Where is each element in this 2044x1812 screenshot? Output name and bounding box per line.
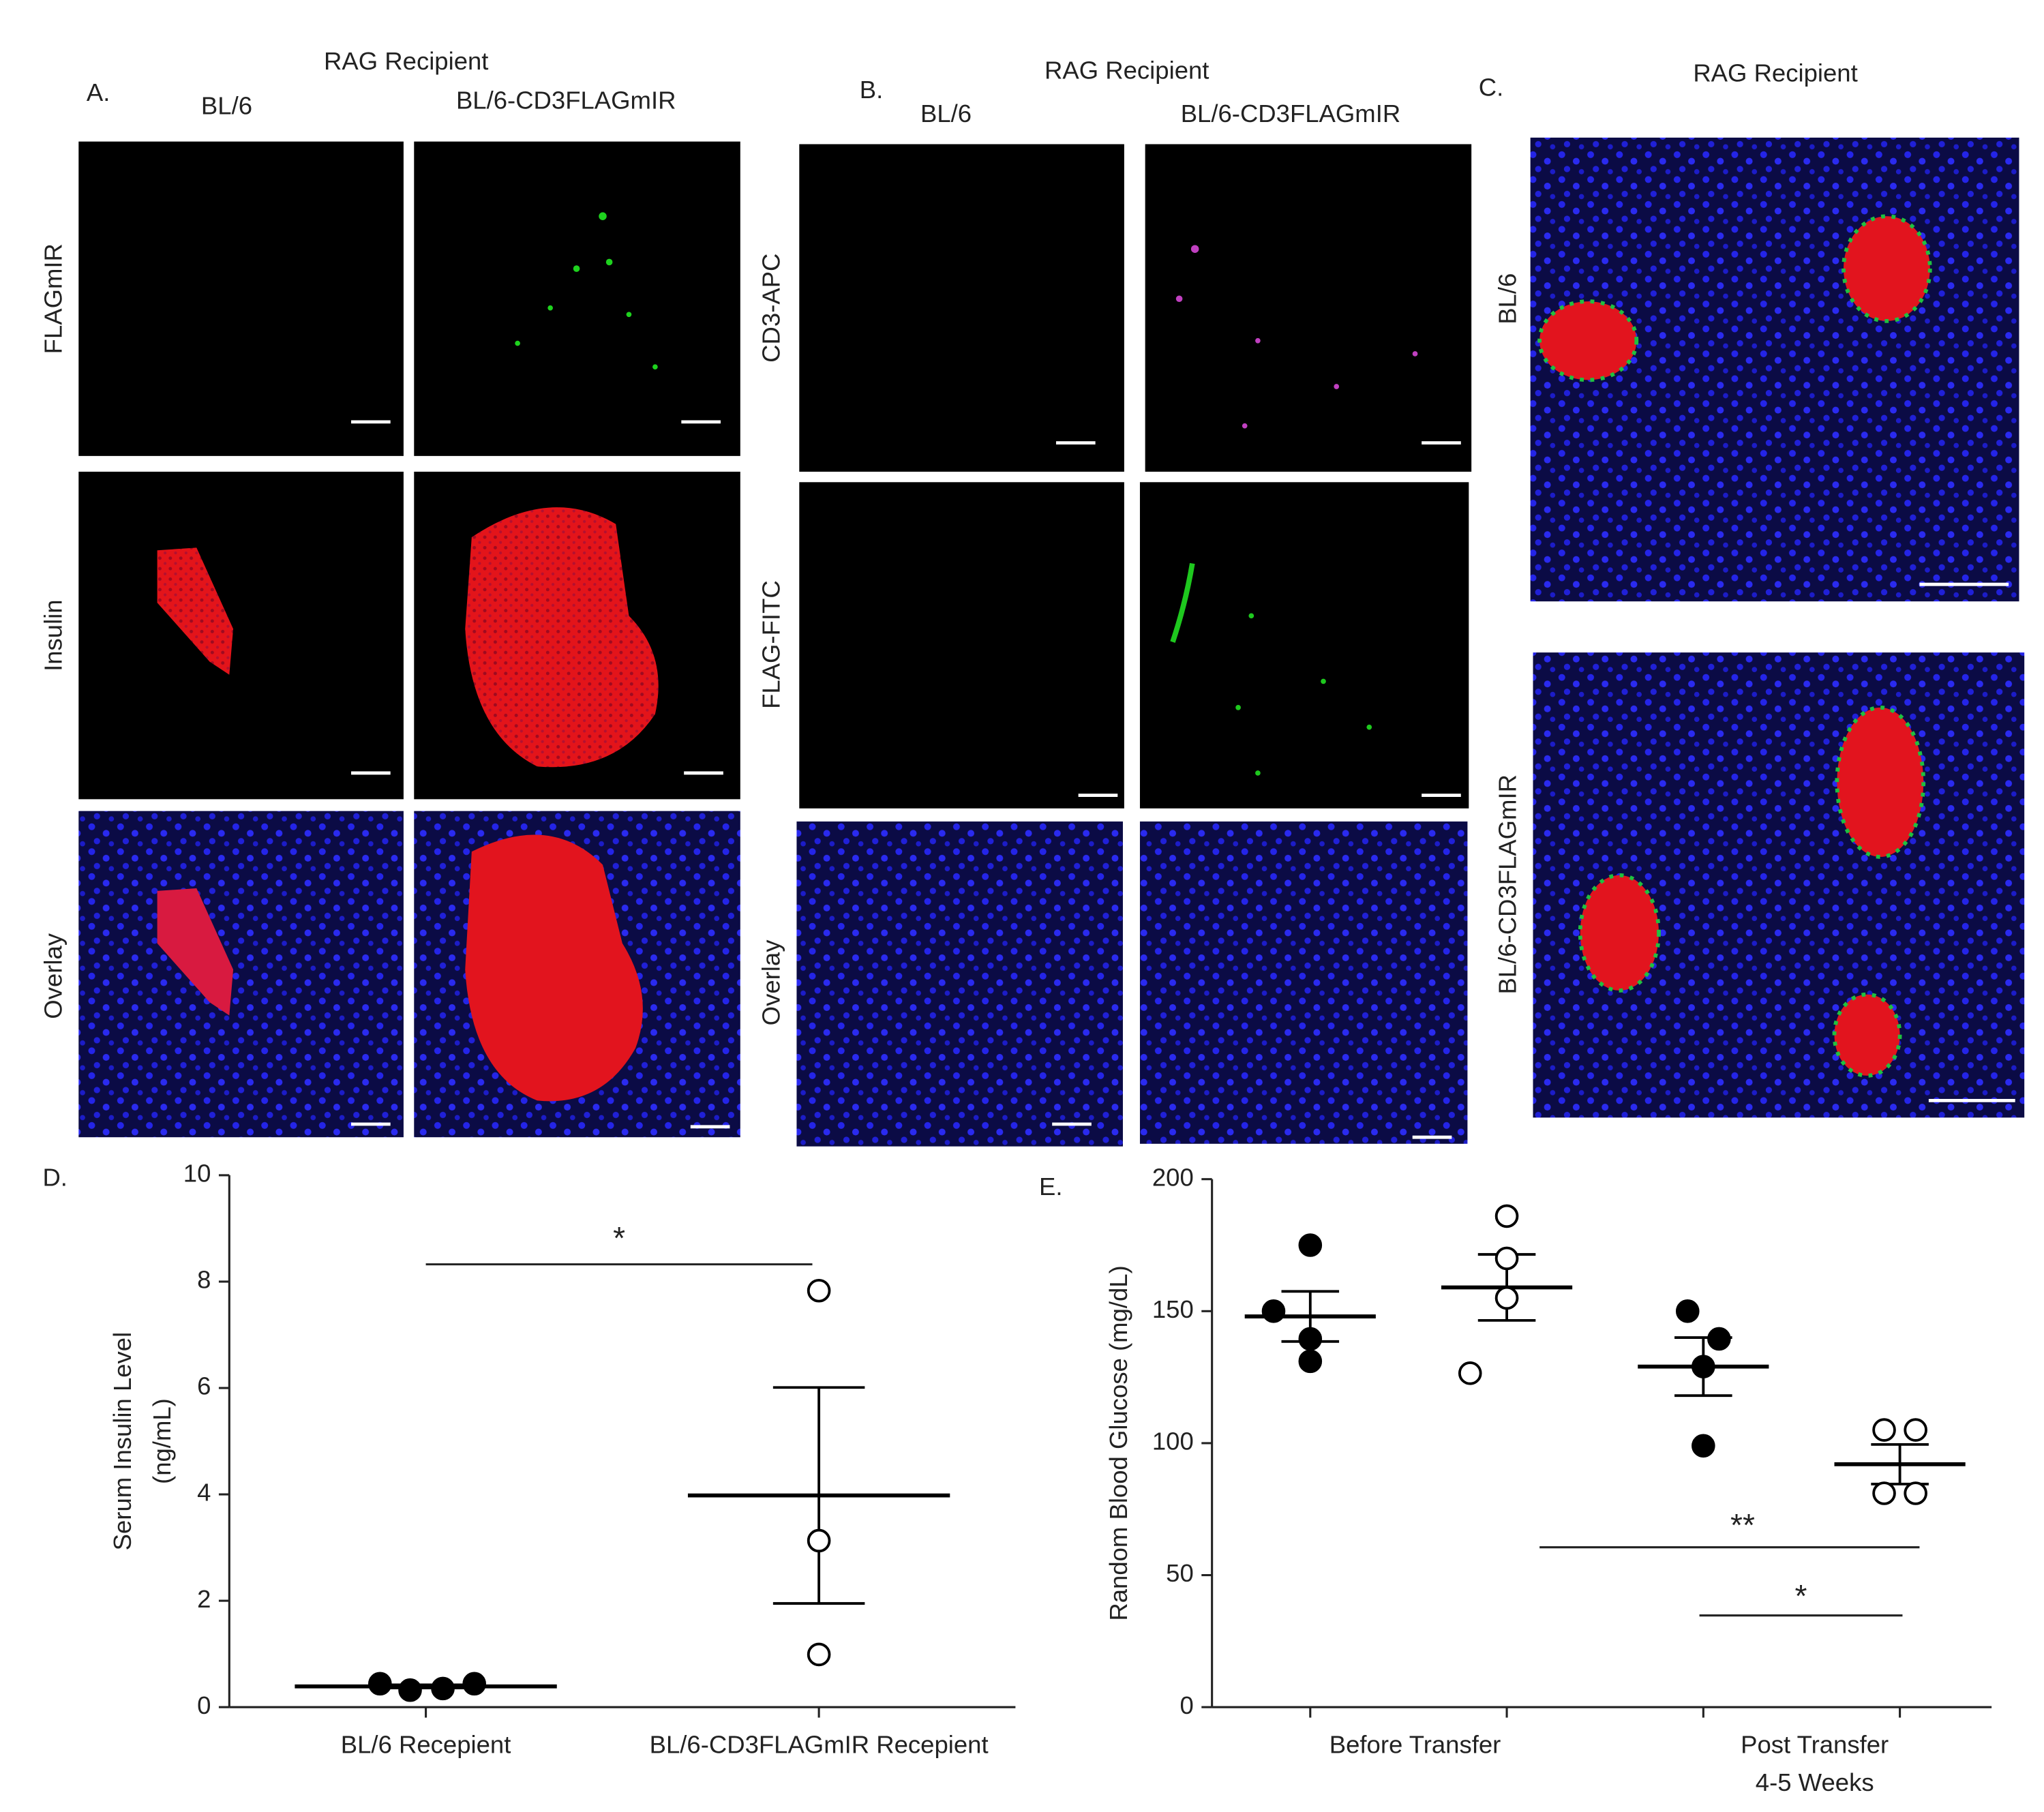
row-label: Overlay xyxy=(39,933,67,1019)
x-tick-label: 4-5 Weeks xyxy=(1756,1768,1874,1796)
scale-bars xyxy=(1052,441,1461,1139)
y-axis-label: Random Blood Glucose (mg/dL) xyxy=(1104,1265,1132,1620)
data-point xyxy=(462,1672,486,1696)
y-tick-label: 4 xyxy=(197,1479,211,1507)
micrograph xyxy=(799,482,1124,809)
micrograph xyxy=(796,821,1123,1147)
micrograph xyxy=(799,144,1124,472)
magenta-dots xyxy=(1175,245,1418,429)
islet xyxy=(1578,873,1661,993)
islet xyxy=(1835,705,1926,859)
y-tick-label: 200 xyxy=(1152,1163,1194,1191)
micrograph xyxy=(78,141,404,456)
x-tick-label: BL/6-CD3FLAGmIR Recepient xyxy=(650,1730,989,1758)
micrograph xyxy=(1139,482,1469,809)
column-label: BL/6-CD3FLAGmIR xyxy=(456,87,676,115)
row-label: BL/6 xyxy=(1494,273,1522,324)
scale-bars xyxy=(1919,582,2015,1102)
row-label: CD3-APC xyxy=(757,254,785,363)
significance-label: * xyxy=(1795,1578,1807,1614)
islet xyxy=(1832,992,1902,1078)
data-point xyxy=(1298,1327,1323,1351)
panel-a-images xyxy=(78,141,740,1138)
column-label: BL/6 xyxy=(920,100,972,127)
x-tick-label: Before Transfer xyxy=(1329,1730,1501,1758)
row-label: Insulin xyxy=(39,599,67,671)
micrograph xyxy=(78,471,404,800)
y-tick-label: 0 xyxy=(197,1691,211,1719)
y-tick-label: 100 xyxy=(1152,1428,1194,1455)
y-axis-label: Serum Insulin Level xyxy=(108,1332,136,1551)
micrograph xyxy=(414,141,740,456)
data-point xyxy=(431,1676,455,1701)
micrograph xyxy=(1139,821,1468,1144)
y-tick-label: 10 xyxy=(183,1160,211,1188)
green-dots xyxy=(515,212,658,370)
data-point xyxy=(1494,1204,1519,1228)
scale-bars xyxy=(351,420,730,1129)
data-point xyxy=(1494,1246,1519,1271)
green-dots xyxy=(1235,613,1372,776)
row-label: BL/6-CD3FLAGmIR xyxy=(1494,774,1522,995)
x-tick-label: Post Transfer xyxy=(1741,1730,1889,1758)
significance-label: * xyxy=(613,1220,625,1256)
data-point xyxy=(1904,1418,1927,1442)
y-tick-label: 0 xyxy=(1179,1691,1193,1719)
data-point xyxy=(1904,1481,1927,1505)
panel-label: B. xyxy=(860,76,884,104)
data-point xyxy=(1872,1418,1896,1442)
column-label: BL/6-CD3FLAGmIR xyxy=(1181,100,1400,127)
data-point xyxy=(368,1672,392,1696)
y-tick-label: 6 xyxy=(197,1372,211,1400)
islet xyxy=(465,507,659,768)
panel-header: RAG Recipient xyxy=(1693,59,1857,87)
y-axis-label: (ng/mL) xyxy=(148,1398,176,1484)
row-label: FLAGmIR xyxy=(39,243,67,354)
data-point xyxy=(1872,1481,1896,1505)
y-tick-label: 150 xyxy=(1152,1295,1194,1323)
y-tick-label: 2 xyxy=(197,1585,211,1613)
data-point xyxy=(1675,1299,1700,1323)
panel-label: D. xyxy=(42,1163,67,1191)
data-point xyxy=(1494,1286,1519,1310)
data-point xyxy=(1261,1299,1286,1323)
data-point xyxy=(807,1528,831,1553)
significance-label: ** xyxy=(1730,1507,1755,1543)
data-point xyxy=(807,1278,831,1303)
islet xyxy=(157,888,234,1016)
micrograph xyxy=(1145,144,1472,472)
row-label: Overlay xyxy=(757,939,785,1026)
data-point xyxy=(1707,1327,1731,1351)
y-tick-label: 50 xyxy=(1166,1559,1194,1587)
data-point xyxy=(1298,1349,1323,1374)
islet xyxy=(1537,299,1639,382)
panel-label: C. xyxy=(1479,73,1504,101)
panel-header: RAG Recipient xyxy=(324,47,488,75)
panel-label: A. xyxy=(87,78,110,106)
data-point xyxy=(1458,1361,1482,1385)
micrograph xyxy=(78,811,404,1138)
islet xyxy=(157,547,234,675)
x-tick-label: BL/6 Recepient xyxy=(341,1730,511,1758)
row-label: FLAG-FITC xyxy=(757,580,785,709)
panel-label: E. xyxy=(1039,1173,1063,1201)
y-tick-label: 8 xyxy=(197,1266,211,1294)
data-point xyxy=(1692,1355,1715,1378)
panel-header: RAG Recipient xyxy=(1044,56,1209,84)
data-point xyxy=(1298,1233,1323,1257)
islet xyxy=(465,834,643,1102)
islet xyxy=(1842,214,1932,323)
panel-b-images xyxy=(796,144,1472,1147)
data-point xyxy=(1692,1434,1715,1458)
data-point xyxy=(398,1678,422,1702)
green-streak xyxy=(1170,562,1195,643)
panel-c-images xyxy=(1530,137,2025,1118)
data-point xyxy=(807,1642,831,1667)
column-label: BL/6 xyxy=(201,91,252,119)
